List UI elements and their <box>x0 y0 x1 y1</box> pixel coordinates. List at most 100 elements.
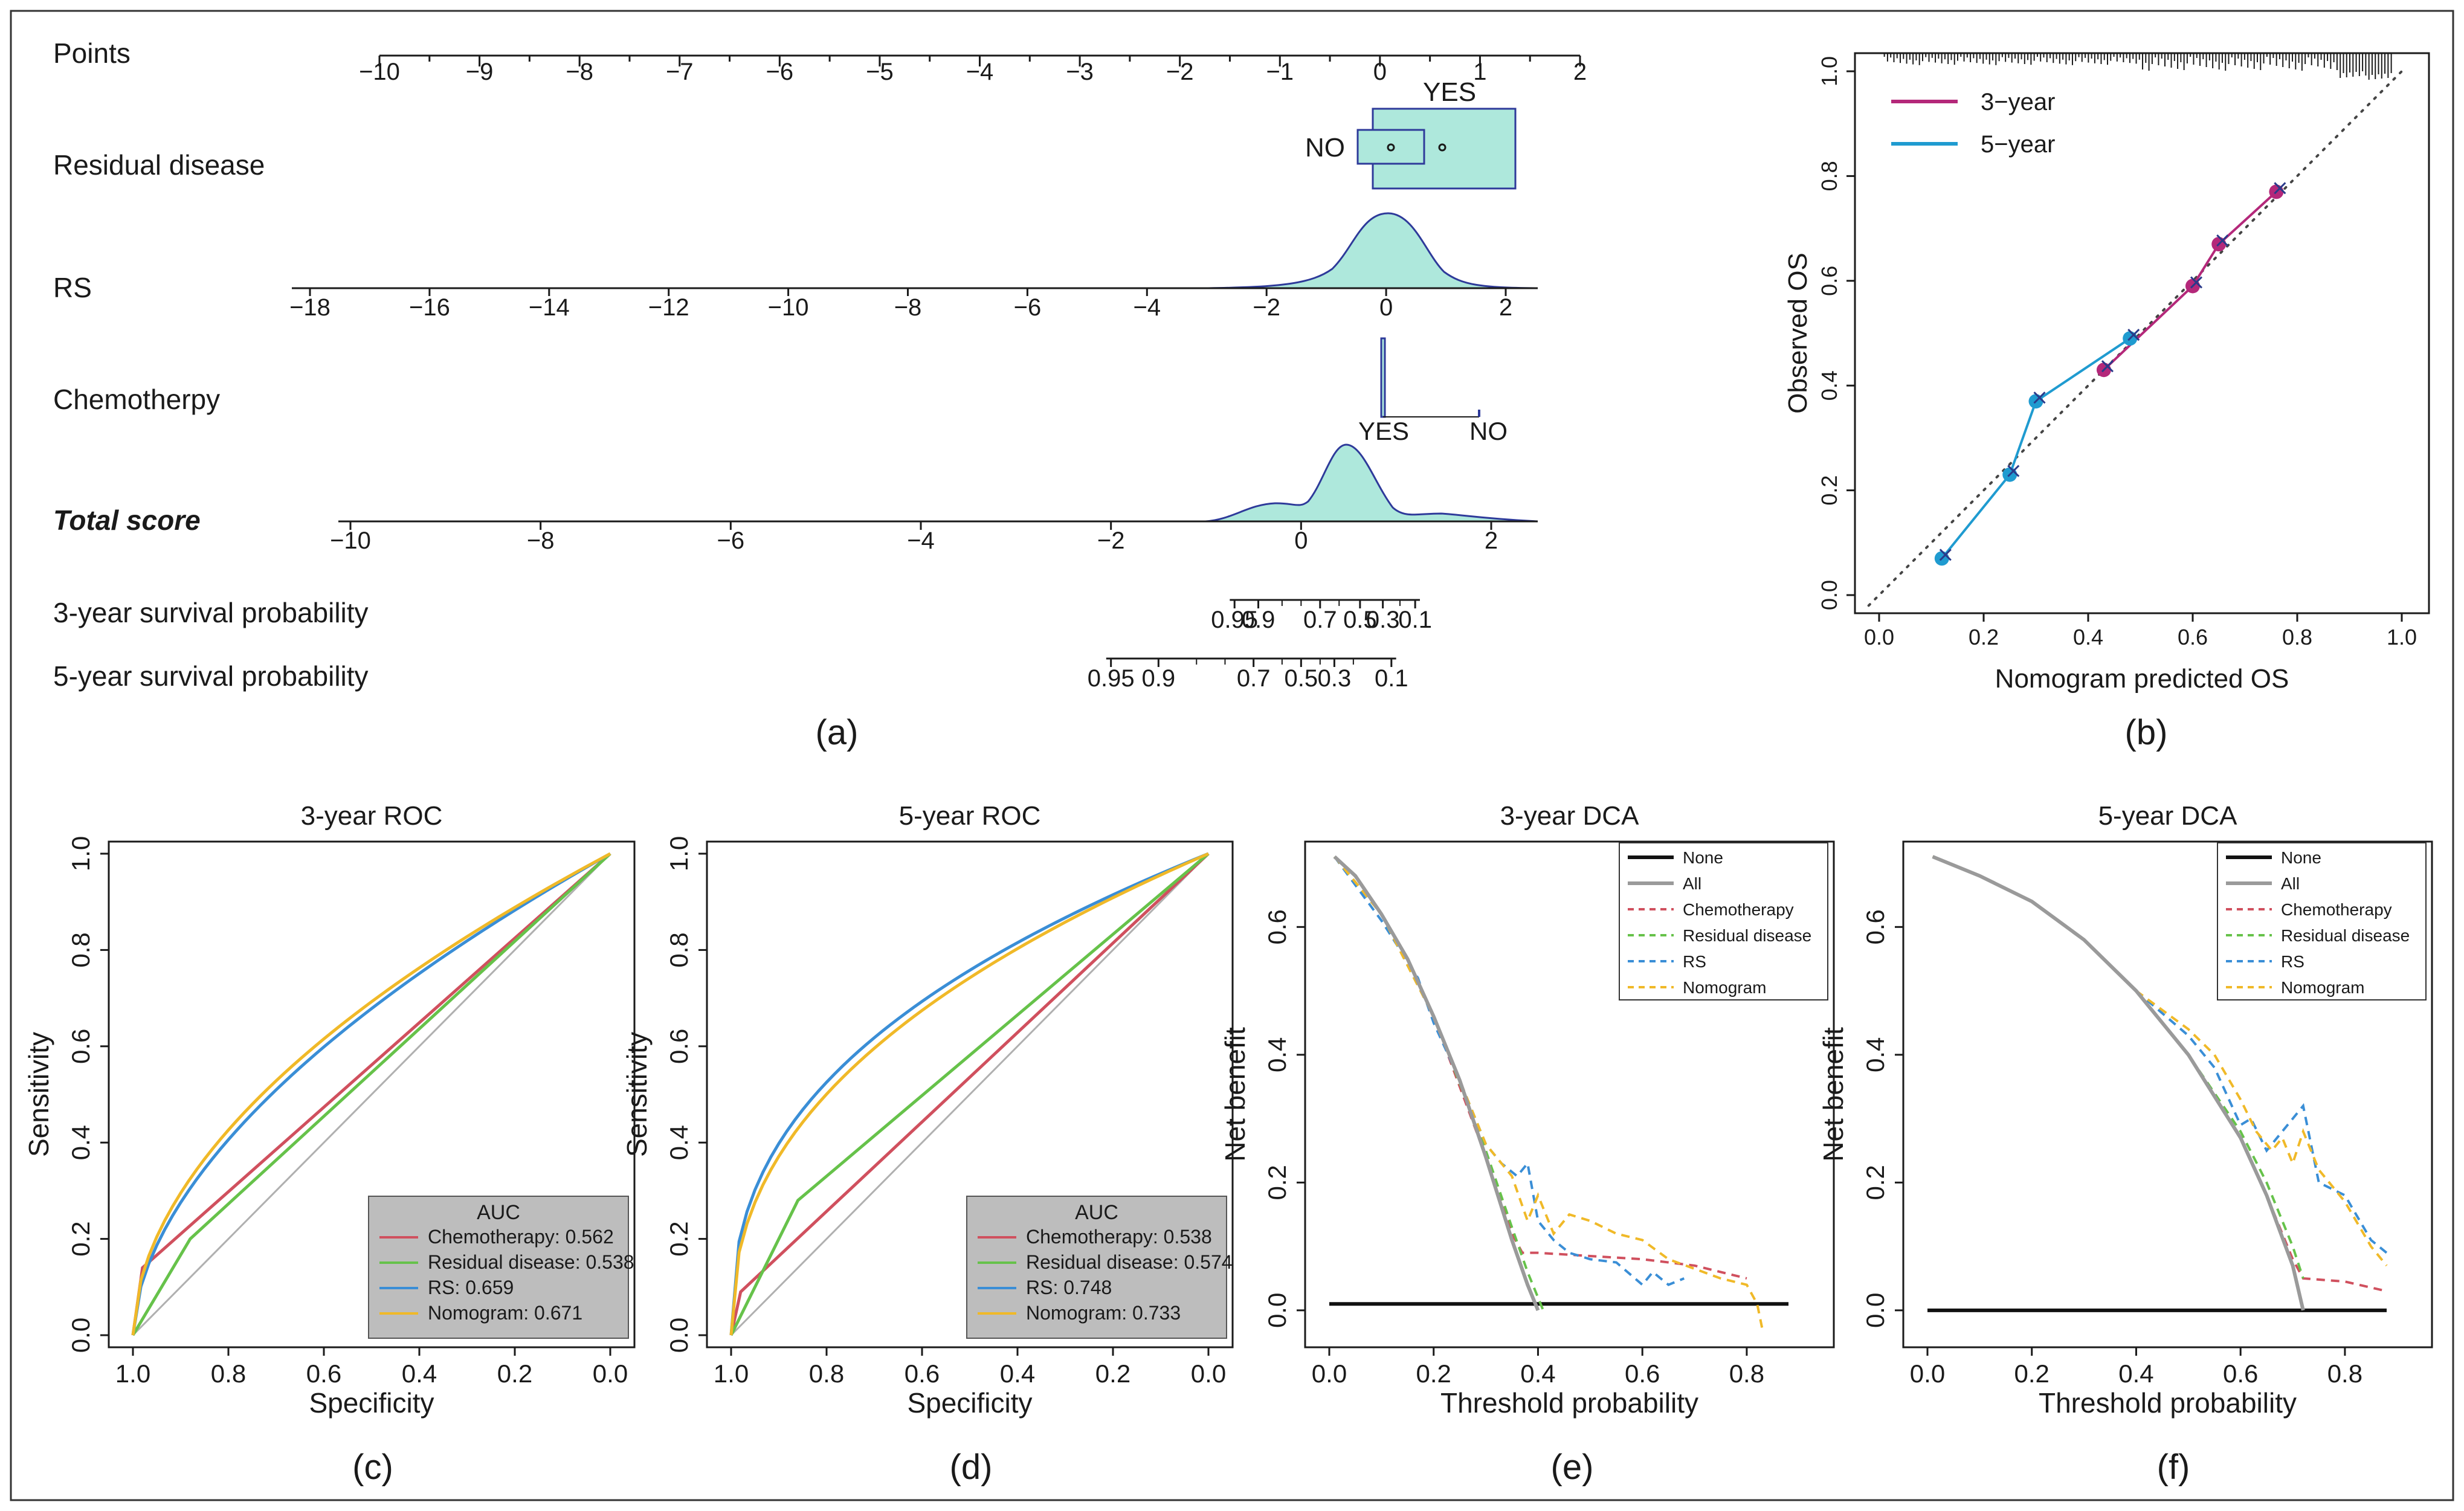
dca-plot-frame <box>1304 840 1835 1348</box>
panel-b-calibration: 0.0 0.2 0.4 0.6 0.8 1.0 0.0 0.2 0.4 0.6 0.8 1.0 Nomo… <box>1783 52 2430 694</box>
roc-y-tick-label: 0.8 <box>665 932 693 967</box>
points-tick-label: −4 <box>966 59 994 85</box>
dca-y-tick-label: 0.0 <box>1263 1293 1291 1328</box>
panel-label-e: (e) <box>1551 1448 1594 1487</box>
dca-legend-label: None <box>2281 848 2321 867</box>
calib-x-tick-label: 0.8 <box>2282 625 2312 649</box>
roc-y-tick-label: 0.0 <box>665 1318 693 1353</box>
calib-cross-mark <box>2190 276 2203 289</box>
chemo-level-yes: YES <box>1358 417 1409 445</box>
roc-y-tick-label: 1.0 <box>66 836 95 871</box>
rs-tick-label: −10 <box>768 294 809 321</box>
roc-x-tick-label: 0.4 <box>402 1359 437 1388</box>
dca-x-tick-label: 0.4 <box>1520 1359 1555 1388</box>
total-tick-label: −10 <box>330 527 371 554</box>
points-tick-label: −3 <box>1066 59 1094 85</box>
dca-legend-label: Residual disease <box>1683 926 1811 945</box>
dca-legend-label: RS <box>1683 952 1706 971</box>
dca-x-axis-title: Threshold probability <box>1440 1387 1698 1419</box>
dca-x-tick-label: 0.2 <box>2014 1359 2050 1388</box>
row-label-5yr-survival: 5-year survival probability <box>53 660 369 692</box>
roc-curve <box>729 852 1209 1336</box>
roc-y-tick-label: 0.6 <box>665 1029 693 1064</box>
dca-y-axis-title: Net benefit <box>1219 1027 1251 1162</box>
rs-tick-label: −6 <box>1014 294 1042 321</box>
chemo-yes-spike <box>1380 337 1386 418</box>
surv5-tick-label: 0.9 <box>1142 665 1176 692</box>
rs-axis: −18 −16 −14 −12 −10 −8 −6 −4 −2 0 2 <box>289 287 1538 321</box>
dca-x-tick-label: 0.0 <box>1312 1359 1347 1388</box>
roc-x-tick-label: 1.0 <box>714 1359 749 1388</box>
panel-a-nomogram: Points Residual disease RS Chemotherpy T… <box>53 37 1587 752</box>
roc-x-tick-label: 0.6 <box>905 1359 940 1388</box>
dca-series-line <box>1932 855 2305 1311</box>
points-tick-label: 0 <box>1373 59 1387 85</box>
calib-y-tick-label: 0.2 <box>1817 475 1842 506</box>
roc-y-tick-label: 0.2 <box>66 1221 95 1256</box>
rs-tick-label: 0 <box>1379 294 1393 321</box>
roc-y-tick-label: 0.2 <box>665 1221 693 1256</box>
roc-x-axis-title: Specificity <box>309 1387 434 1419</box>
calib-y-axis-title: Observed OS <box>1783 253 1813 414</box>
dca-legend-box <box>2217 842 2427 1000</box>
residual-level-no: NO <box>1305 133 1345 163</box>
dca-y-tick-label: 0.2 <box>1263 1165 1291 1200</box>
surv5-tick-label: 0.7 <box>1237 665 1271 692</box>
panel-label-b: (b) <box>2125 713 2168 752</box>
dca-legend-label: Residual disease <box>2281 926 2410 945</box>
roc-x-tick-label: 0.6 <box>306 1359 341 1388</box>
total-score-axis: −10 −8 −6 −4 −2 0 2 <box>330 520 1538 554</box>
calib-x-tick-label: 0.0 <box>1864 625 1894 649</box>
panel-c-roc-3yr: 3-year ROC 0.0 0.0 0.2 0.2 0.4 0.4 0.6 0.6 0.8 0.8… <box>23 801 636 1419</box>
roc-title: 3-year ROC <box>301 801 443 831</box>
roc-x-tick-label: 0.8 <box>809 1359 844 1388</box>
dca-legend-label: Nomogram <box>2281 978 2364 997</box>
panel-label-a: (a) <box>816 713 859 752</box>
roc-x-tick-label: 0.0 <box>1191 1359 1226 1388</box>
surv3-tick-label: 0.5 <box>1343 607 1377 633</box>
roc-y-axis-title: Sensitivity <box>23 1032 54 1157</box>
panel-label-f: (f) <box>2157 1448 2190 1487</box>
dca-y-tick-label: 0.6 <box>1861 909 1889 944</box>
rs-tick-label: −12 <box>648 294 689 321</box>
row-label-points: Points <box>53 37 131 69</box>
panel-d-roc-5yr: 5-year ROC 0.0 0.0 0.2 0.2 0.4 0.4 0.6 0.6 0.8 0.8… <box>621 801 1234 1419</box>
calib-cross-mark <box>2216 234 2229 247</box>
points-tick-label: −6 <box>766 59 794 85</box>
calib-series-line <box>1941 337 2131 559</box>
total-tick-label: −4 <box>907 527 935 554</box>
dca-legend-label: None <box>1683 848 1723 867</box>
roc-plot-frame <box>108 840 636 1348</box>
roc-reference-diagonal <box>132 852 611 1336</box>
dca-y-tick-label: 0.0 <box>1861 1293 1889 1328</box>
roc-title: 5-year ROC <box>899 801 1041 831</box>
dca-plot-frame <box>1902 840 2433 1348</box>
calib-y-tick-label: 0.4 <box>1817 370 1842 401</box>
rs-tick-label: −4 <box>1133 294 1161 321</box>
row-label-total-score: Total score <box>53 504 201 536</box>
auc-legend-label: Nomogram: 0.671 <box>428 1302 582 1324</box>
auc-legend-label: Residual disease: 0.574 <box>1026 1251 1233 1273</box>
dca-legend-box <box>1619 842 1828 1000</box>
points-tick-label: −2 <box>1166 59 1194 85</box>
roc-x-tick-label: 0.4 <box>1000 1359 1035 1388</box>
row-label-3yr-survival: 3-year survival probability <box>53 597 369 628</box>
surv5-tick-label: 0.1 <box>1375 665 1408 692</box>
dca-series-line <box>1333 855 1540 1311</box>
rs-tick-label: −16 <box>409 294 450 321</box>
residual-no-box <box>1356 129 1425 165</box>
calibration-plot-frame <box>1854 52 2430 614</box>
rs-density <box>1208 212 1538 289</box>
calib-x-tick-label: 0.6 <box>2178 625 2208 649</box>
points-tick-label: −1 <box>1266 59 1294 85</box>
roc-curve <box>729 852 1210 1336</box>
chemo-level-no: NO <box>1469 417 1508 445</box>
panel-label-c: (c) <box>352 1448 393 1487</box>
roc-x-axis-title: Specificity <box>907 1387 1032 1419</box>
surv3-tick-label: 0.1 <box>1398 607 1432 633</box>
calib-cross-mark <box>2127 329 2140 341</box>
surv3-tick-label: 0.95 <box>1211 607 1258 633</box>
roc-y-tick-label: 1.0 <box>665 836 693 871</box>
auc-legend-label: Residual disease: 0.538 <box>428 1251 634 1273</box>
